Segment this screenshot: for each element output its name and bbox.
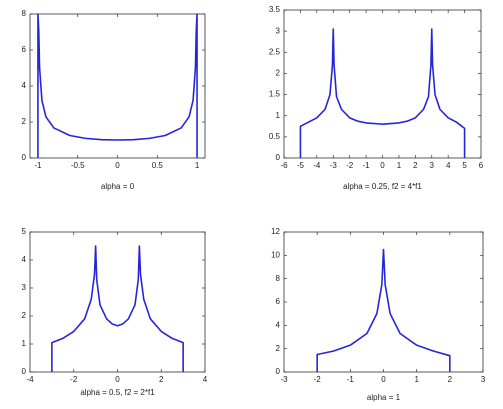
y-tick-label: 0: [22, 367, 27, 376]
x-tick-label: -4: [313, 161, 321, 170]
y-tick-label: 4: [22, 255, 27, 264]
x-tick-label: 0.5: [152, 161, 164, 170]
x-tick-label: -3: [280, 375, 288, 384]
y-tick-label: 2: [276, 69, 281, 78]
x-tick-label: 1: [195, 161, 200, 170]
y-tick-label: 1.5: [269, 90, 281, 99]
y-tick-label: 0.5: [269, 132, 281, 141]
plot-frame: [29, 231, 206, 373]
x-tick-label: -1: [363, 161, 371, 170]
y-tick-label: 8: [276, 274, 281, 283]
curve: [299, 28, 466, 158]
y-tick-label: 6: [276, 297, 281, 306]
x-axis-label: alpha = 0.5, f2 = 2*f1: [80, 388, 155, 397]
y-tick-label: 3: [22, 283, 27, 292]
y-tick-label: 3: [276, 26, 281, 35]
plot-frame: [29, 13, 206, 159]
x-tick-label: -2: [346, 161, 354, 170]
x-tick-label: 0: [115, 375, 120, 384]
y-tick-label: 2: [276, 344, 281, 353]
y-tick-label: 0: [276, 367, 281, 376]
plot-frame: [283, 9, 482, 159]
x-tick-label: 4: [446, 161, 451, 170]
x-axis-label: alpha = 0.25, f2 = 4*f1: [343, 182, 422, 191]
x-tick-label: -4: [26, 375, 34, 384]
y-tick-label: 1: [276, 111, 281, 120]
y-tick-label: 10: [271, 250, 280, 259]
x-tick-label: 1: [414, 375, 419, 384]
y-tick-label: 12: [271, 227, 280, 236]
curve: [37, 13, 198, 158]
y-tick-label: 8: [22, 9, 27, 18]
x-tick-label: -3: [330, 161, 338, 170]
y-tick-label: 2: [22, 311, 27, 320]
x-tick-label: -1: [34, 161, 42, 170]
y-tick-label: 0: [276, 153, 281, 162]
x-axis-label: alpha = 0: [101, 182, 135, 191]
x-tick-label: 3: [430, 161, 435, 170]
y-tick-label: 3.5: [269, 5, 281, 14]
y-tick-label: 4: [22, 81, 27, 90]
x-tick-label: 0: [380, 161, 385, 170]
x-tick-label: -6: [280, 161, 288, 170]
y-tick-label: 1: [22, 339, 27, 348]
y-tick-label: 2.5: [269, 47, 281, 56]
curve: [51, 245, 184, 372]
y-tick-label: 4: [276, 320, 281, 329]
x-tick-label: 2: [159, 375, 164, 384]
y-tick-label: 2: [22, 117, 27, 126]
x-tick-label: 0: [115, 161, 120, 170]
x-tick-label: 0: [381, 375, 386, 384]
x-tick-label: -2: [314, 375, 322, 384]
y-tick-label: 0: [22, 153, 27, 162]
x-tick-label: 2: [448, 375, 453, 384]
x-axis-label: alpha = 1: [367, 393, 401, 402]
x-tick-label: 2: [413, 161, 418, 170]
x-tick-label: -0.5: [71, 161, 85, 170]
x-tick-label: 1: [397, 161, 402, 170]
x-tick-label: -2: [70, 375, 78, 384]
x-tick-label: -5: [297, 161, 305, 170]
y-tick-label: 5: [22, 227, 27, 236]
curve: [316, 248, 451, 372]
x-tick-label: 4: [203, 375, 208, 384]
x-tick-label: 3: [481, 375, 486, 384]
x-tick-label: -1: [347, 375, 355, 384]
y-tick-label: 6: [22, 45, 27, 54]
x-tick-label: 5: [462, 161, 467, 170]
x-tick-label: 6: [479, 161, 484, 170]
